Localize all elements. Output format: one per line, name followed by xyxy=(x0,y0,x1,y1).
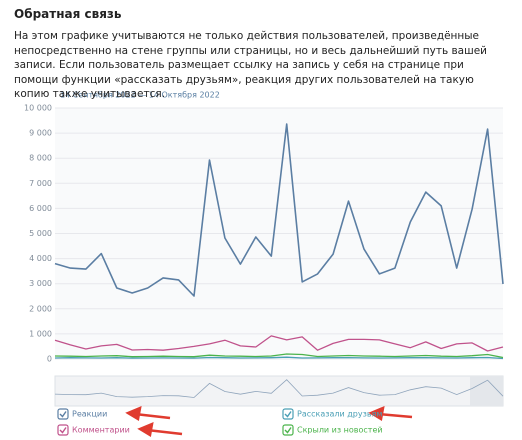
overview xyxy=(54,375,504,407)
series-line xyxy=(54,123,504,297)
y-tick-label: 0 xyxy=(47,355,52,364)
y-tick-label: 5 000 xyxy=(29,229,52,238)
legend-label: Реакции xyxy=(72,410,107,419)
legend-check xyxy=(284,411,292,418)
chart-subtitle: 14 Сентября 2022 — 14 Октября 2022 xyxy=(60,91,220,100)
legend-checkbox xyxy=(282,408,294,420)
arrows xyxy=(125,405,413,438)
y-tick-label: 6 000 xyxy=(29,204,52,213)
y-tick-label: 1 000 xyxy=(29,329,52,338)
y-tick-label: 4 000 xyxy=(29,254,52,263)
y-tick-label: 7 000 xyxy=(29,179,52,188)
legend-checkbox xyxy=(57,408,69,420)
description: На этом графике учитываются не только де… xyxy=(14,30,487,100)
legend-checkbox xyxy=(282,424,294,436)
legend-check xyxy=(284,427,292,434)
series-line xyxy=(54,353,504,359)
legend-label: Рассказали друзьям xyxy=(297,410,382,419)
overview-line xyxy=(54,379,504,398)
series-line xyxy=(54,356,504,360)
y-tick-label: 2 000 xyxy=(29,304,52,313)
y-tick-label: 3 000 xyxy=(29,279,52,288)
section-title: Обратная связь xyxy=(14,7,122,21)
series-line xyxy=(54,335,504,352)
y-tick-label: 9 000 xyxy=(29,129,52,138)
y-tick-label: 10 000 xyxy=(24,104,52,113)
legend-checkbox xyxy=(57,424,69,436)
y-tick-label: 8 000 xyxy=(29,154,52,163)
legend-label: Скрыли из новостей xyxy=(297,426,383,435)
legend-check xyxy=(59,411,67,418)
legend-label: Комментарии xyxy=(72,426,130,435)
legend-check xyxy=(59,427,67,434)
